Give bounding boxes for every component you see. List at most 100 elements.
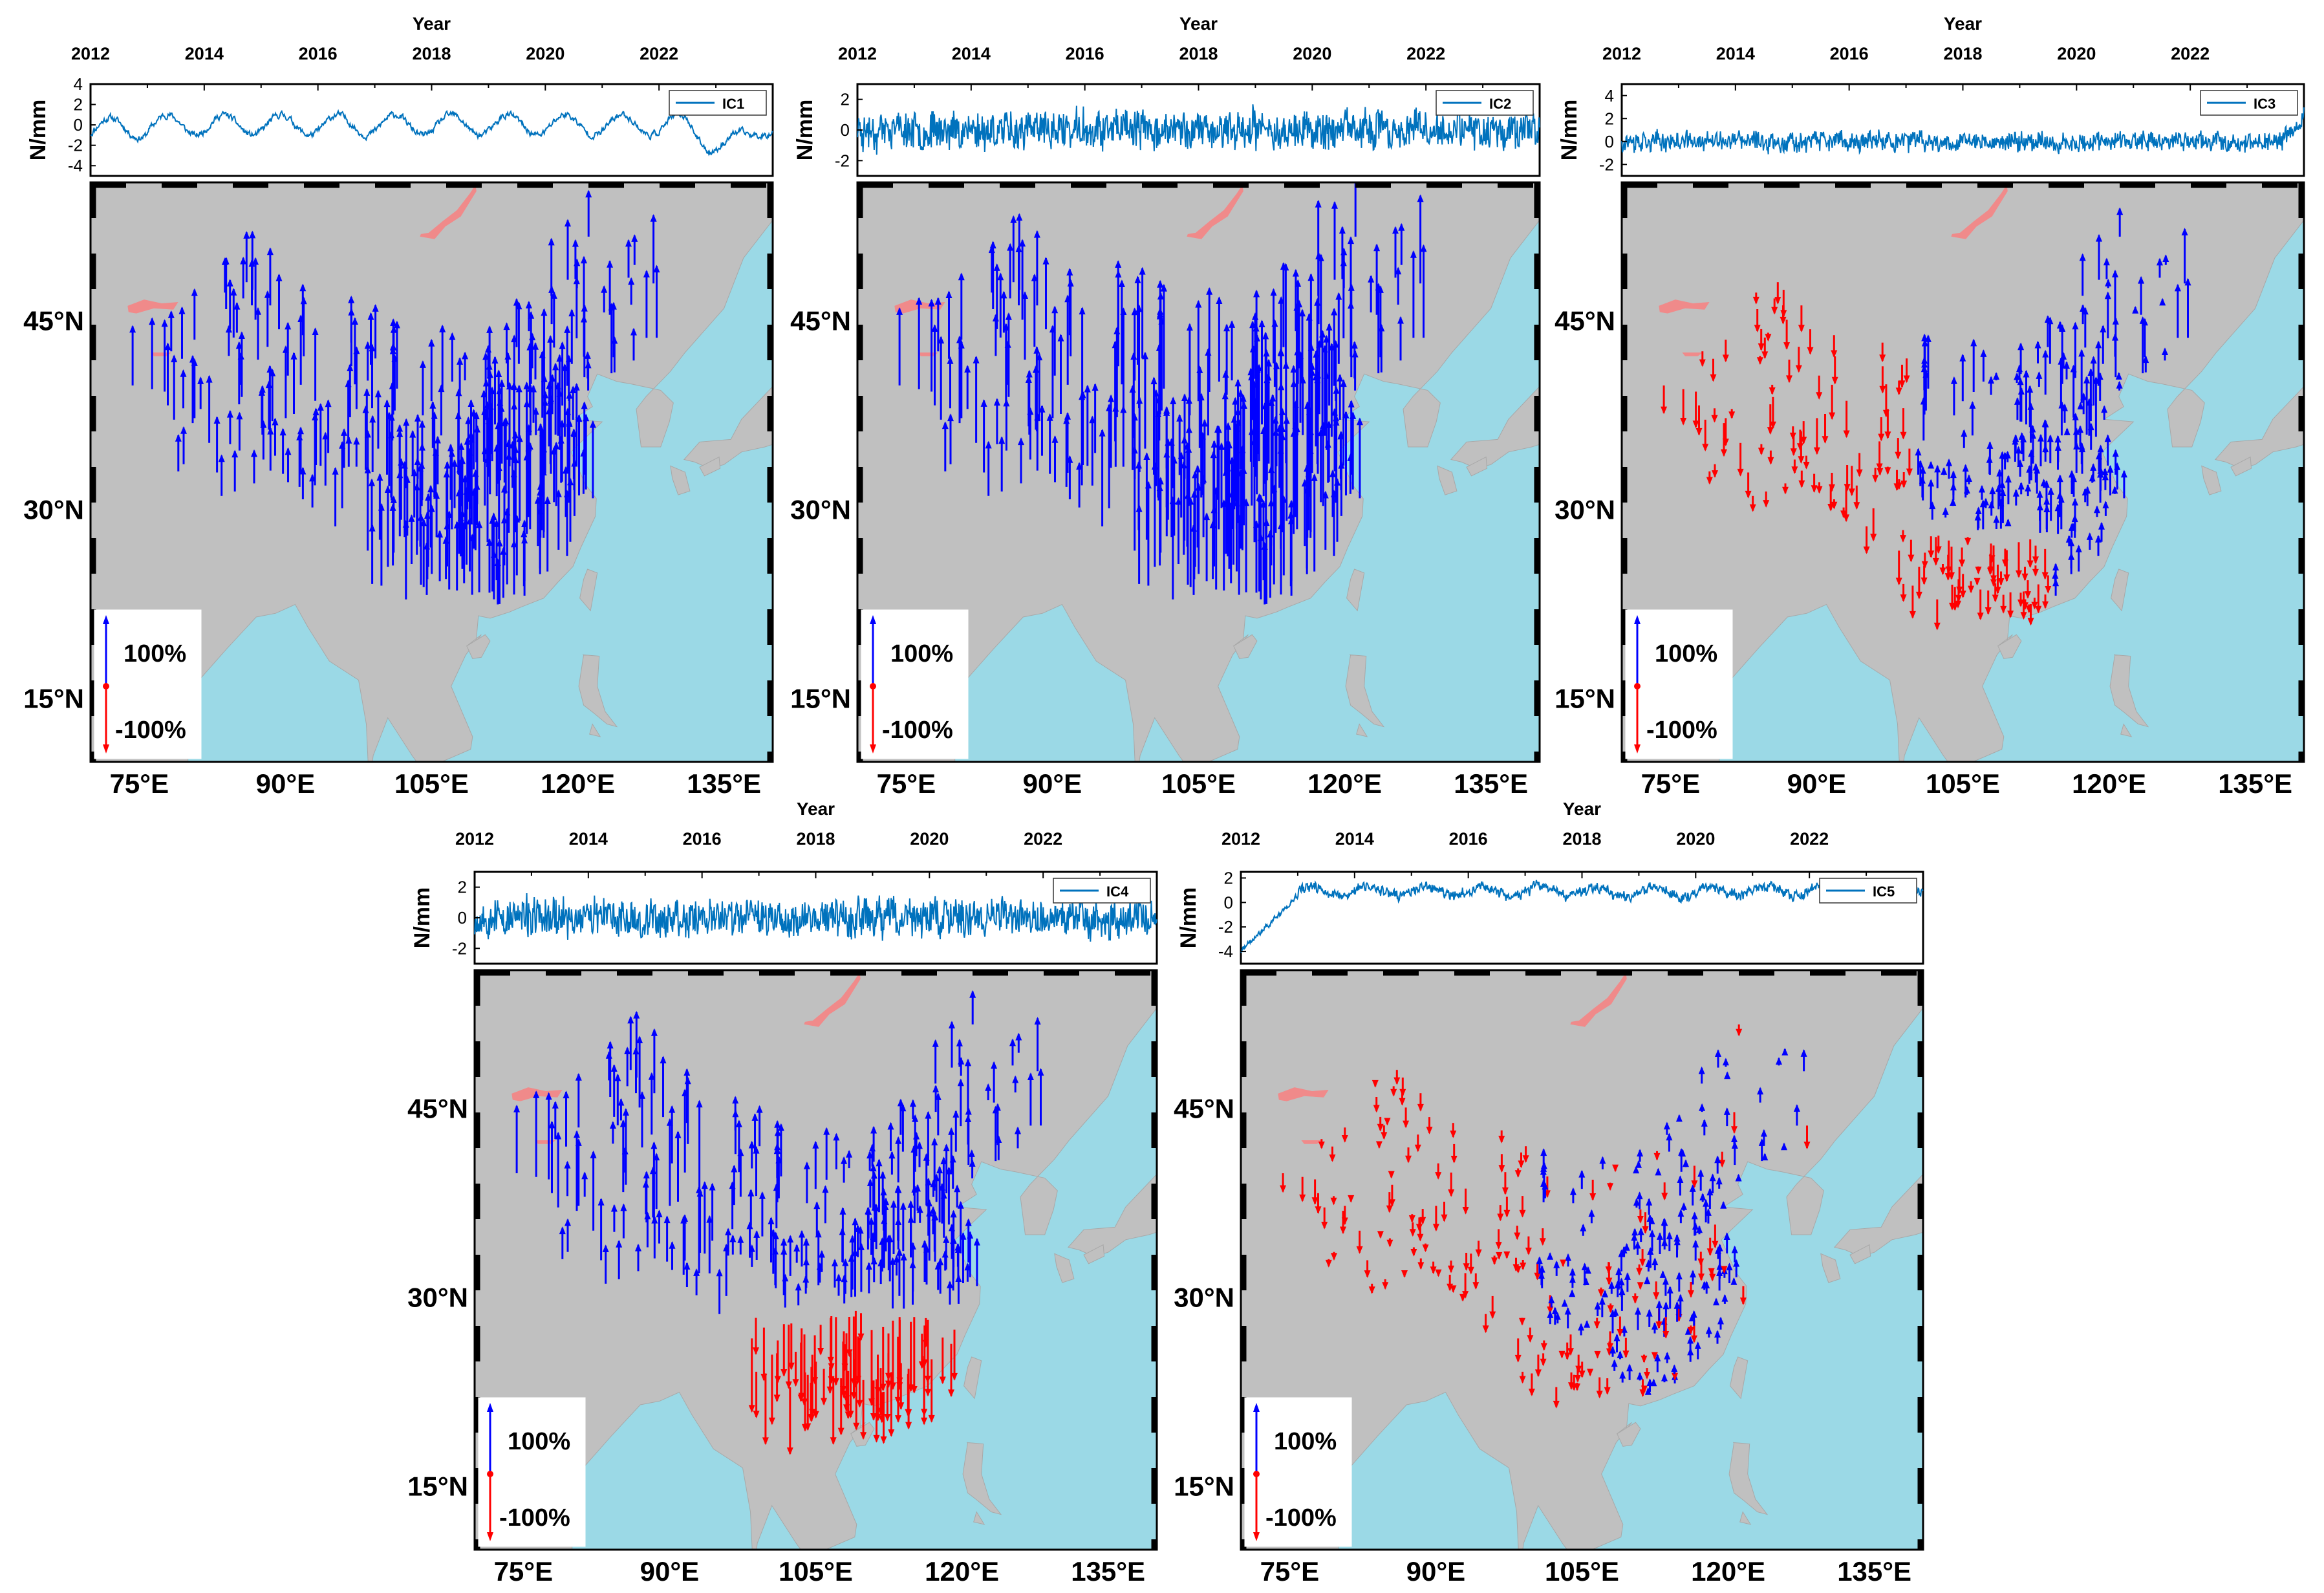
- arrow-head: [1337, 373, 1344, 382]
- arrow-head: [1829, 484, 1835, 492]
- year-tick-label: 2020: [910, 829, 949, 849]
- year-tick-label: 2014: [952, 44, 991, 63]
- x-axis-title: Year: [1563, 799, 1601, 819]
- arrow-head: [1959, 591, 1966, 598]
- arrow-head: [696, 1186, 703, 1193]
- arrow-head: [832, 1378, 839, 1386]
- arrow-head: [2061, 403, 2068, 411]
- arrow-head: [924, 1376, 931, 1383]
- arrow-head: [651, 1028, 658, 1036]
- arrow-head: [1381, 1132, 1388, 1140]
- lat-tick-label: 30°N: [407, 1282, 468, 1312]
- arrow-head: [1414, 1144, 1421, 1153]
- arrow-head: [1539, 1238, 1546, 1246]
- arrow-head: [414, 413, 421, 422]
- arrow-head: [2095, 535, 2102, 543]
- arrow-head: [552, 362, 559, 371]
- arrow-head: [618, 1098, 625, 1106]
- arrow-head: [683, 1262, 691, 1270]
- arrow-head: [1691, 1180, 1698, 1188]
- y-tick-label: -2: [1218, 917, 1233, 937]
- arrow-head: [1210, 440, 1218, 448]
- arrow-head: [1033, 345, 1040, 354]
- map-ic1: 75°E 90°E 105°E 120°E 135°E 45°N 30°N 15°N 100% -…: [23, 181, 774, 799]
- lat-tick-label: 15°N: [1555, 684, 1615, 714]
- arrow-head: [1599, 1156, 1606, 1164]
- arrow-head: [1807, 347, 1814, 355]
- arrow-head: [1648, 1216, 1655, 1224]
- arrow-head: [2047, 316, 2054, 325]
- arrow-head: [525, 301, 532, 309]
- arrow-head: [1699, 1103, 1706, 1111]
- arrow-head: [822, 1185, 829, 1193]
- year-tick-label: 2012: [1602, 44, 1641, 63]
- arrow-head: [881, 1216, 888, 1224]
- arrow-head: [1716, 1176, 1723, 1185]
- arrow-head: [1798, 480, 1805, 488]
- arrow-head: [973, 355, 980, 363]
- arrow-head: [1614, 1280, 1621, 1288]
- arrow-head: [2054, 435, 2061, 443]
- arrow-head: [545, 1092, 552, 1100]
- arrow-head: [873, 1435, 880, 1443]
- arrow-head: [960, 1232, 967, 1240]
- arrow-head: [802, 1257, 810, 1266]
- arrow-head: [2090, 356, 2097, 364]
- arrow-head: [1687, 1336, 1694, 1344]
- arrow-head: [2020, 612, 2027, 620]
- arrow-head: [799, 1230, 805, 1238]
- arrow-head: [2035, 605, 2042, 614]
- arrow-head: [897, 1098, 904, 1107]
- arrow-head: [1969, 401, 1976, 409]
- arrow-head: [325, 399, 332, 407]
- arrow-head: [868, 1217, 875, 1225]
- arrow-head: [888, 1429, 895, 1437]
- arrow-head: [969, 990, 976, 998]
- arrow-head: [1831, 501, 1838, 510]
- arrow-head: [1257, 494, 1264, 503]
- arrow-head: [496, 539, 503, 547]
- arrow-head: [2093, 376, 2100, 384]
- arrow-head: [1781, 1142, 1787, 1151]
- arrow-head: [544, 496, 551, 504]
- arrow-head: [1879, 385, 1886, 394]
- arrow-head: [1608, 1281, 1615, 1289]
- arrow-head: [1210, 450, 1217, 459]
- arrow-head: [936, 1165, 943, 1174]
- arrow-head: [2042, 349, 2049, 358]
- arrow-head: [782, 1273, 789, 1282]
- arrow-head: [870, 1231, 877, 1240]
- lon-tick-label: 135°E: [2218, 768, 2292, 799]
- arrow-head: [1692, 420, 1699, 429]
- arrow-head: [1384, 1118, 1391, 1126]
- arrow-head: [1441, 1214, 1448, 1222]
- arrow-head: [928, 1414, 935, 1423]
- panel-ic1: Year 2012 2014 2016 2018 2020 2022 420-2-4 N/mm I…: [23, 14, 774, 799]
- arrow-head: [1655, 1321, 1662, 1329]
- arrow-head: [1720, 1201, 1727, 1209]
- arrow-head: [249, 230, 256, 239]
- arrow-head: [1699, 359, 1706, 367]
- year-tick-label: 2012: [455, 829, 494, 849]
- arrow-head: [2162, 254, 2169, 262]
- y-tick-label: -2: [1599, 155, 1614, 174]
- arrow-head: [1655, 1300, 1662, 1308]
- land: [1233, 634, 1258, 659]
- arrow-head: [1139, 266, 1146, 275]
- arrow-head: [905, 1422, 912, 1430]
- arrow-head: [2132, 306, 2139, 314]
- series-line-ic2: [857, 104, 1540, 155]
- arrow-head: [1307, 273, 1315, 281]
- arrow-head: [1282, 263, 1289, 271]
- arrow-head: [1373, 243, 1381, 252]
- arrow-head: [364, 341, 371, 349]
- arrow-head: [753, 1347, 759, 1356]
- arrow-head: [103, 744, 109, 753]
- arrow-head: [409, 429, 416, 438]
- arrow-head: [424, 511, 431, 519]
- arrow-head: [746, 1221, 753, 1230]
- arrow-head: [701, 1181, 708, 1189]
- arrow-head: [1388, 1171, 1395, 1179]
- lon-tick-label: 75°E: [494, 1556, 554, 1587]
- arrow-head: [1215, 425, 1222, 433]
